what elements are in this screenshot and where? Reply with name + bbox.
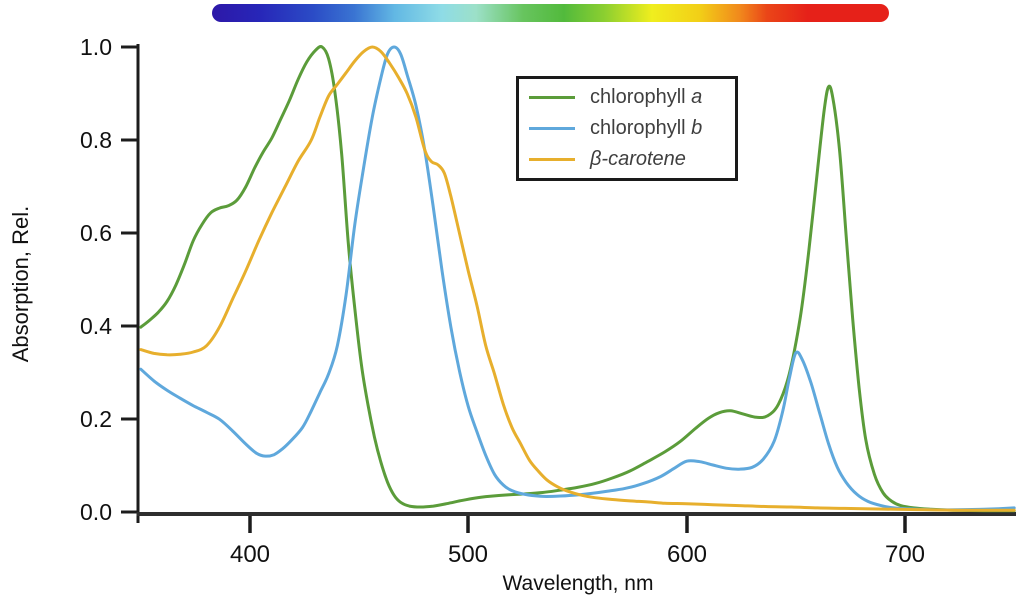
- legend-item-chlorophyll-a: chlorophyll a: [519, 86, 735, 109]
- legend-item-beta-carotene: β-carotene: [519, 148, 735, 171]
- y-tick-label: 0.6: [80, 220, 112, 246]
- legend-label: β-carotene: [590, 148, 686, 170]
- chlorophyll-a-line-swatch: [529, 95, 575, 100]
- x-axis-ticks: [248, 516, 907, 533]
- chlorophyll-b-curve: [139, 45, 1016, 512]
- y-axis-title: Absorption, Rel.: [8, 205, 33, 363]
- legend-item-chlorophyll-b: chlorophyll b: [519, 117, 735, 140]
- x-tick-label: 600: [666, 541, 708, 568]
- chlorophyll-a-curve: [139, 45, 1016, 513]
- y-tick-label: 0.0: [80, 499, 112, 525]
- legend-label: chlorophyll a: [590, 86, 703, 108]
- legend: chlorophyll a chlorophyll b β-carotene: [516, 76, 738, 181]
- beta-carotene-line-swatch: [529, 157, 575, 162]
- y-axis-ticks: [121, 45, 137, 514]
- legend-label: chlorophyll b: [590, 117, 703, 139]
- y-tick-label: 0.4: [80, 313, 112, 339]
- visible-spectrum-gradient-bar: [212, 4, 889, 22]
- chlorophyll-b-line-swatch: [529, 126, 575, 131]
- x-tick-label: 700: [884, 541, 926, 568]
- beta-carotene-curve: [139, 45, 1016, 512]
- x-tick-label: 400: [229, 541, 271, 568]
- x-tick-label: 500: [447, 541, 489, 568]
- x-axis-title: Wavelength, nm: [502, 572, 654, 595]
- y-tick-label: 0.8: [80, 127, 112, 153]
- y-tick-label: 0.2: [80, 406, 112, 432]
- y-tick-label: 1.0: [80, 34, 112, 60]
